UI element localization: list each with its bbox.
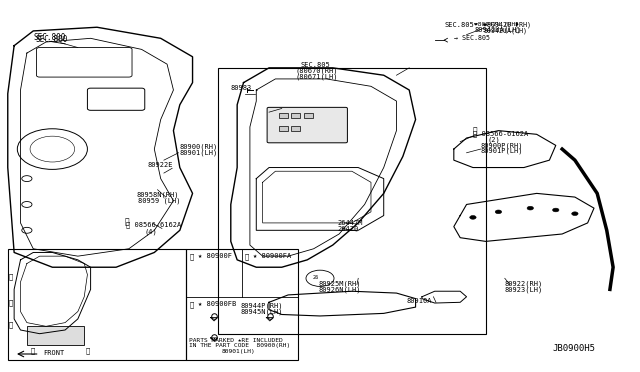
Text: 80926N(LH): 80926N(LH) [319,286,361,293]
Circle shape [495,210,502,214]
Bar [27,326,84,345]
Text: 80942UA(LH): 80942UA(LH) [474,27,521,33]
Text: ❤80942U (RH❥: ❤80942U (RH❥ [474,22,519,27]
Bar [291,113,300,118]
Text: 80944P(RH): 80944P(RH) [241,303,284,309]
Text: SEC.805: SEC.805 [444,22,474,28]
Text: 80901(LH): 80901(LH) [221,349,255,354]
Text: 80922E: 80922E [148,161,173,167]
Text: 80958N(RH): 80958N(RH) [136,192,179,198]
Text: ⓒ: ⓒ [189,301,194,308]
Text: JB0900H5: JB0900H5 [552,344,596,353]
Text: SEC.800: SEC.800 [33,33,66,42]
Text: (80670(RH): (80670(RH) [296,68,339,74]
Text: 80910A: 80910A [406,298,431,304]
Text: ⓒ: ⓒ [9,321,13,328]
Text: (2): (2) [488,136,500,143]
Text: ★ 80900F: ★ 80900F [198,253,232,259]
Bar [218,68,486,334]
Circle shape [552,208,559,212]
Text: Ⓑ: Ⓑ [473,126,477,135]
Text: ⓐ: ⓐ [189,253,194,260]
Text: 80923(LH): 80923(LH) [505,287,543,294]
Bar [304,113,313,118]
Text: ⓓ: ⓓ [31,347,35,354]
Text: 80922(RH): 80922(RH) [505,280,543,287]
Text: Ⓑ 08566-6162A: Ⓑ 08566-6162A [473,130,528,137]
Text: ⓑ: ⓑ [9,299,13,306]
Text: FRONT: FRONT [43,350,64,356]
Text: 80983: 80983 [231,85,252,91]
Text: 80942UA(LH): 80942UA(LH) [483,28,527,34]
Text: 80925M(RH): 80925M(RH) [319,280,361,287]
Text: SEC.805: SEC.805 [301,62,331,68]
Text: ⓔ: ⓔ [85,347,90,354]
FancyBboxPatch shape [267,108,348,143]
Bar [291,126,300,131]
Text: IN THE PART CODE  80900(RH): IN THE PART CODE 80900(RH) [189,343,291,348]
Circle shape [470,215,476,219]
Bar [8,249,186,359]
Bar [278,113,287,118]
Circle shape [527,206,534,210]
Text: PARTS MARKED ★RE INCLUDED: PARTS MARKED ★RE INCLUDED [189,338,283,343]
Text: ⓑ: ⓑ [245,253,250,260]
Text: ★ 80900FB: ★ 80900FB [198,301,236,307]
Text: 80901(LH): 80901(LH) [180,150,218,156]
Text: 26: 26 [312,275,319,280]
Text: 26447M: 26447M [337,220,363,226]
Text: SEC.800: SEC.800 [35,35,68,44]
Text: 80959 (LH): 80959 (LH) [138,198,180,204]
Text: 80900P(RH): 80900P(RH) [481,142,523,149]
Text: (80671(LH): (80671(LH) [296,73,339,80]
Text: Ⓑ: Ⓑ [125,218,130,227]
Text: ★ 80900FA: ★ 80900FA [253,253,292,259]
Text: ⓐ: ⓐ [9,273,13,280]
Text: Ⓑ 08566-6162A: Ⓑ 08566-6162A [125,221,181,228]
Text: (4): (4) [145,228,157,235]
Text: 80945N(LH): 80945N(LH) [241,309,284,315]
Text: → SEC.805: → SEC.805 [454,35,490,41]
Text: ❤80942U (RH): ❤80942U (RH) [483,22,531,28]
Text: 80901P(LH): 80901P(LH) [481,148,523,154]
Bar [278,126,287,131]
Circle shape [572,212,578,215]
Bar [186,249,298,359]
Text: 26420: 26420 [337,226,358,232]
Text: 80900(RH): 80900(RH) [180,144,218,151]
